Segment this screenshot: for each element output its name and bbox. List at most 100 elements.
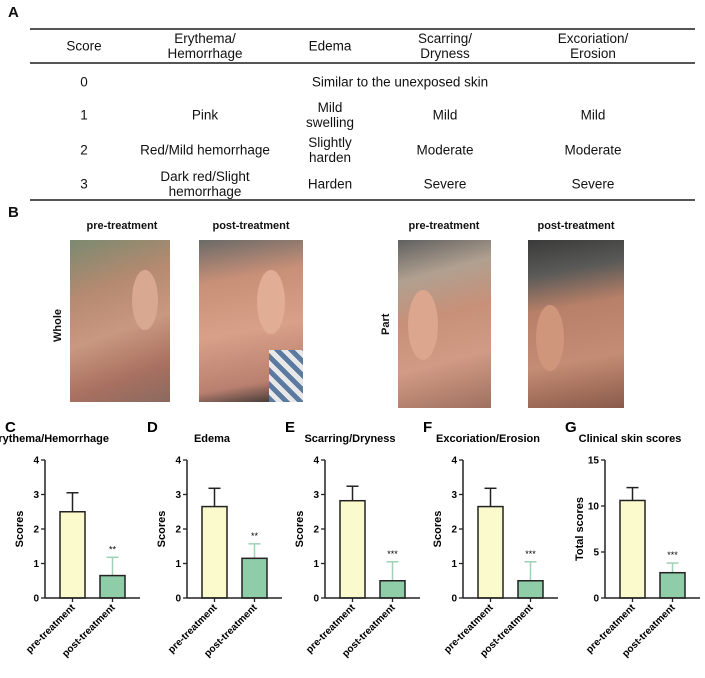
y-tick-label: 4 — [175, 456, 181, 467]
bar-post — [379, 580, 406, 599]
bar-post — [241, 557, 268, 599]
y-tick-label: 1 — [313, 559, 319, 570]
significance-marker: *** — [387, 549, 398, 559]
table-cell: 0 — [80, 74, 88, 90]
y-tick-label: 0 — [451, 594, 457, 605]
table-header-cell: Erythema/ Hemorrhage — [167, 31, 243, 61]
table-cell: Mild — [580, 107, 606, 123]
bar-pre — [339, 499, 366, 599]
y-tick-label: 15 — [588, 456, 600, 467]
bar-pre — [201, 505, 228, 599]
table-cell: Slightly harden — [308, 135, 352, 165]
panel-label-a: A — [8, 4, 19, 21]
ear-shape — [408, 290, 438, 360]
chart-title: Edema — [194, 433, 231, 445]
table-cell-merged: Similar to the unexposed skin — [311, 74, 489, 90]
table-cell: Red/Mild hemorrhage — [140, 142, 270, 158]
chart-d: DEdemaScorespre-treatment**post-treatmen… — [147, 419, 282, 660]
table-cell: 3 — [80, 176, 88, 192]
y-tick-label: 1 — [175, 559, 181, 570]
significance-marker: *** — [667, 550, 678, 560]
y-tick-label: 4 — [313, 456, 319, 467]
panel-label-g: G — [565, 419, 577, 436]
photo-label-whole-pre: pre-treatment — [86, 220, 158, 232]
table-header-cell: Score — [66, 38, 102, 54]
bar-pre — [619, 499, 646, 599]
y-axis-label: Scores — [432, 511, 444, 548]
photo-whole-post-treatment — [199, 240, 303, 402]
y-tick-label: 2 — [33, 525, 39, 536]
y-tick-label: 0 — [33, 594, 39, 605]
y-tick-label: 3 — [313, 490, 319, 501]
y-tick-label: 3 — [451, 490, 457, 501]
table-header-cell: Excoriation/ Erosion — [557, 31, 629, 61]
y-tick-label: 0 — [175, 594, 181, 605]
bar-pre — [477, 505, 504, 599]
table-cell: 2 — [80, 142, 88, 158]
y-tick-label: 2 — [175, 525, 181, 536]
table-cell: Harden — [307, 176, 353, 192]
photo-part-pre-treatment — [398, 240, 491, 408]
panel-label-b: B — [8, 204, 19, 221]
significance-marker: *** — [525, 549, 536, 559]
photo-label-part-pre: pre-treatment — [408, 220, 480, 232]
significance-marker: ** — [109, 544, 117, 554]
table-cell: Moderate — [416, 142, 474, 158]
chart-f: FExcoriation/ErosionScorespre-treatment*… — [423, 419, 558, 660]
table-cell: Dark red/Slight hemorrhage — [160, 169, 250, 199]
table-cell: 1 — [80, 107, 88, 123]
photo-part-post-treatment — [528, 240, 624, 408]
chart-title: Excoriation/Erosion — [436, 433, 540, 445]
chart-title: Clinical skin scores — [579, 433, 682, 445]
chart-c: CErythema/HemorrhageScorespre-treatment*… — [0, 419, 140, 660]
chart-title: Erythema/Hemorrhage — [0, 433, 109, 445]
chart-title: Scarring/Dryness — [304, 433, 395, 445]
y-tick-label: 4 — [451, 456, 457, 467]
panel-label-f: F — [423, 419, 432, 436]
significance-marker: ** — [251, 531, 259, 541]
panel-label-d: D — [147, 419, 158, 436]
table-top-rule — [30, 28, 695, 30]
panel-label-c: C — [5, 419, 16, 436]
y-tick-label: 10 — [588, 502, 600, 513]
photo-whole-pre-treatment — [70, 240, 170, 402]
y-tick-label: 2 — [313, 525, 319, 536]
table-cell: Moderate — [564, 142, 622, 158]
table-cell: Pink — [191, 107, 219, 123]
ear-shape — [132, 270, 158, 330]
y-tick-label: 1 — [451, 559, 457, 570]
y-axis-label: Scores — [294, 511, 306, 548]
photo-label-whole-post: post-treatment — [212, 220, 290, 232]
table-bottom-rule — [30, 199, 695, 201]
bar-post — [99, 574, 126, 599]
y-tick-label: 5 — [593, 548, 599, 559]
table-cell: Mild — [432, 107, 458, 123]
y-tick-label: 2 — [451, 525, 457, 536]
ear-shape — [257, 270, 285, 334]
panel-label-e: E — [285, 419, 295, 436]
ear-shape — [536, 305, 564, 371]
chart-e: EScarring/DrynessScorespre-treatment***p… — [285, 419, 420, 660]
table-header-cell: Scarring/ Dryness — [417, 31, 473, 61]
y-tick-label: 3 — [33, 490, 39, 501]
y-axis-label: Total scores — [574, 497, 586, 561]
y-axis-label: Scores — [14, 511, 26, 548]
bar-post — [517, 580, 544, 599]
photo-label-part-post: post-treatment — [537, 220, 615, 232]
table-header-cell: Edema — [308, 38, 352, 54]
table-cell: Severe — [571, 176, 615, 192]
y-axis-label: Scores — [156, 511, 168, 548]
shirt-shape — [269, 350, 303, 402]
table-cell: Severe — [423, 176, 467, 192]
table-header-rule — [30, 62, 695, 64]
bar-post — [659, 571, 686, 599]
bar-pre — [59, 511, 86, 599]
y-tick-label: 3 — [175, 490, 181, 501]
table-cell: Mild swelling — [305, 100, 355, 130]
y-tick-label: 1 — [33, 559, 39, 570]
y-tick-label: 0 — [313, 594, 319, 605]
y-tick-label: 4 — [33, 456, 39, 467]
